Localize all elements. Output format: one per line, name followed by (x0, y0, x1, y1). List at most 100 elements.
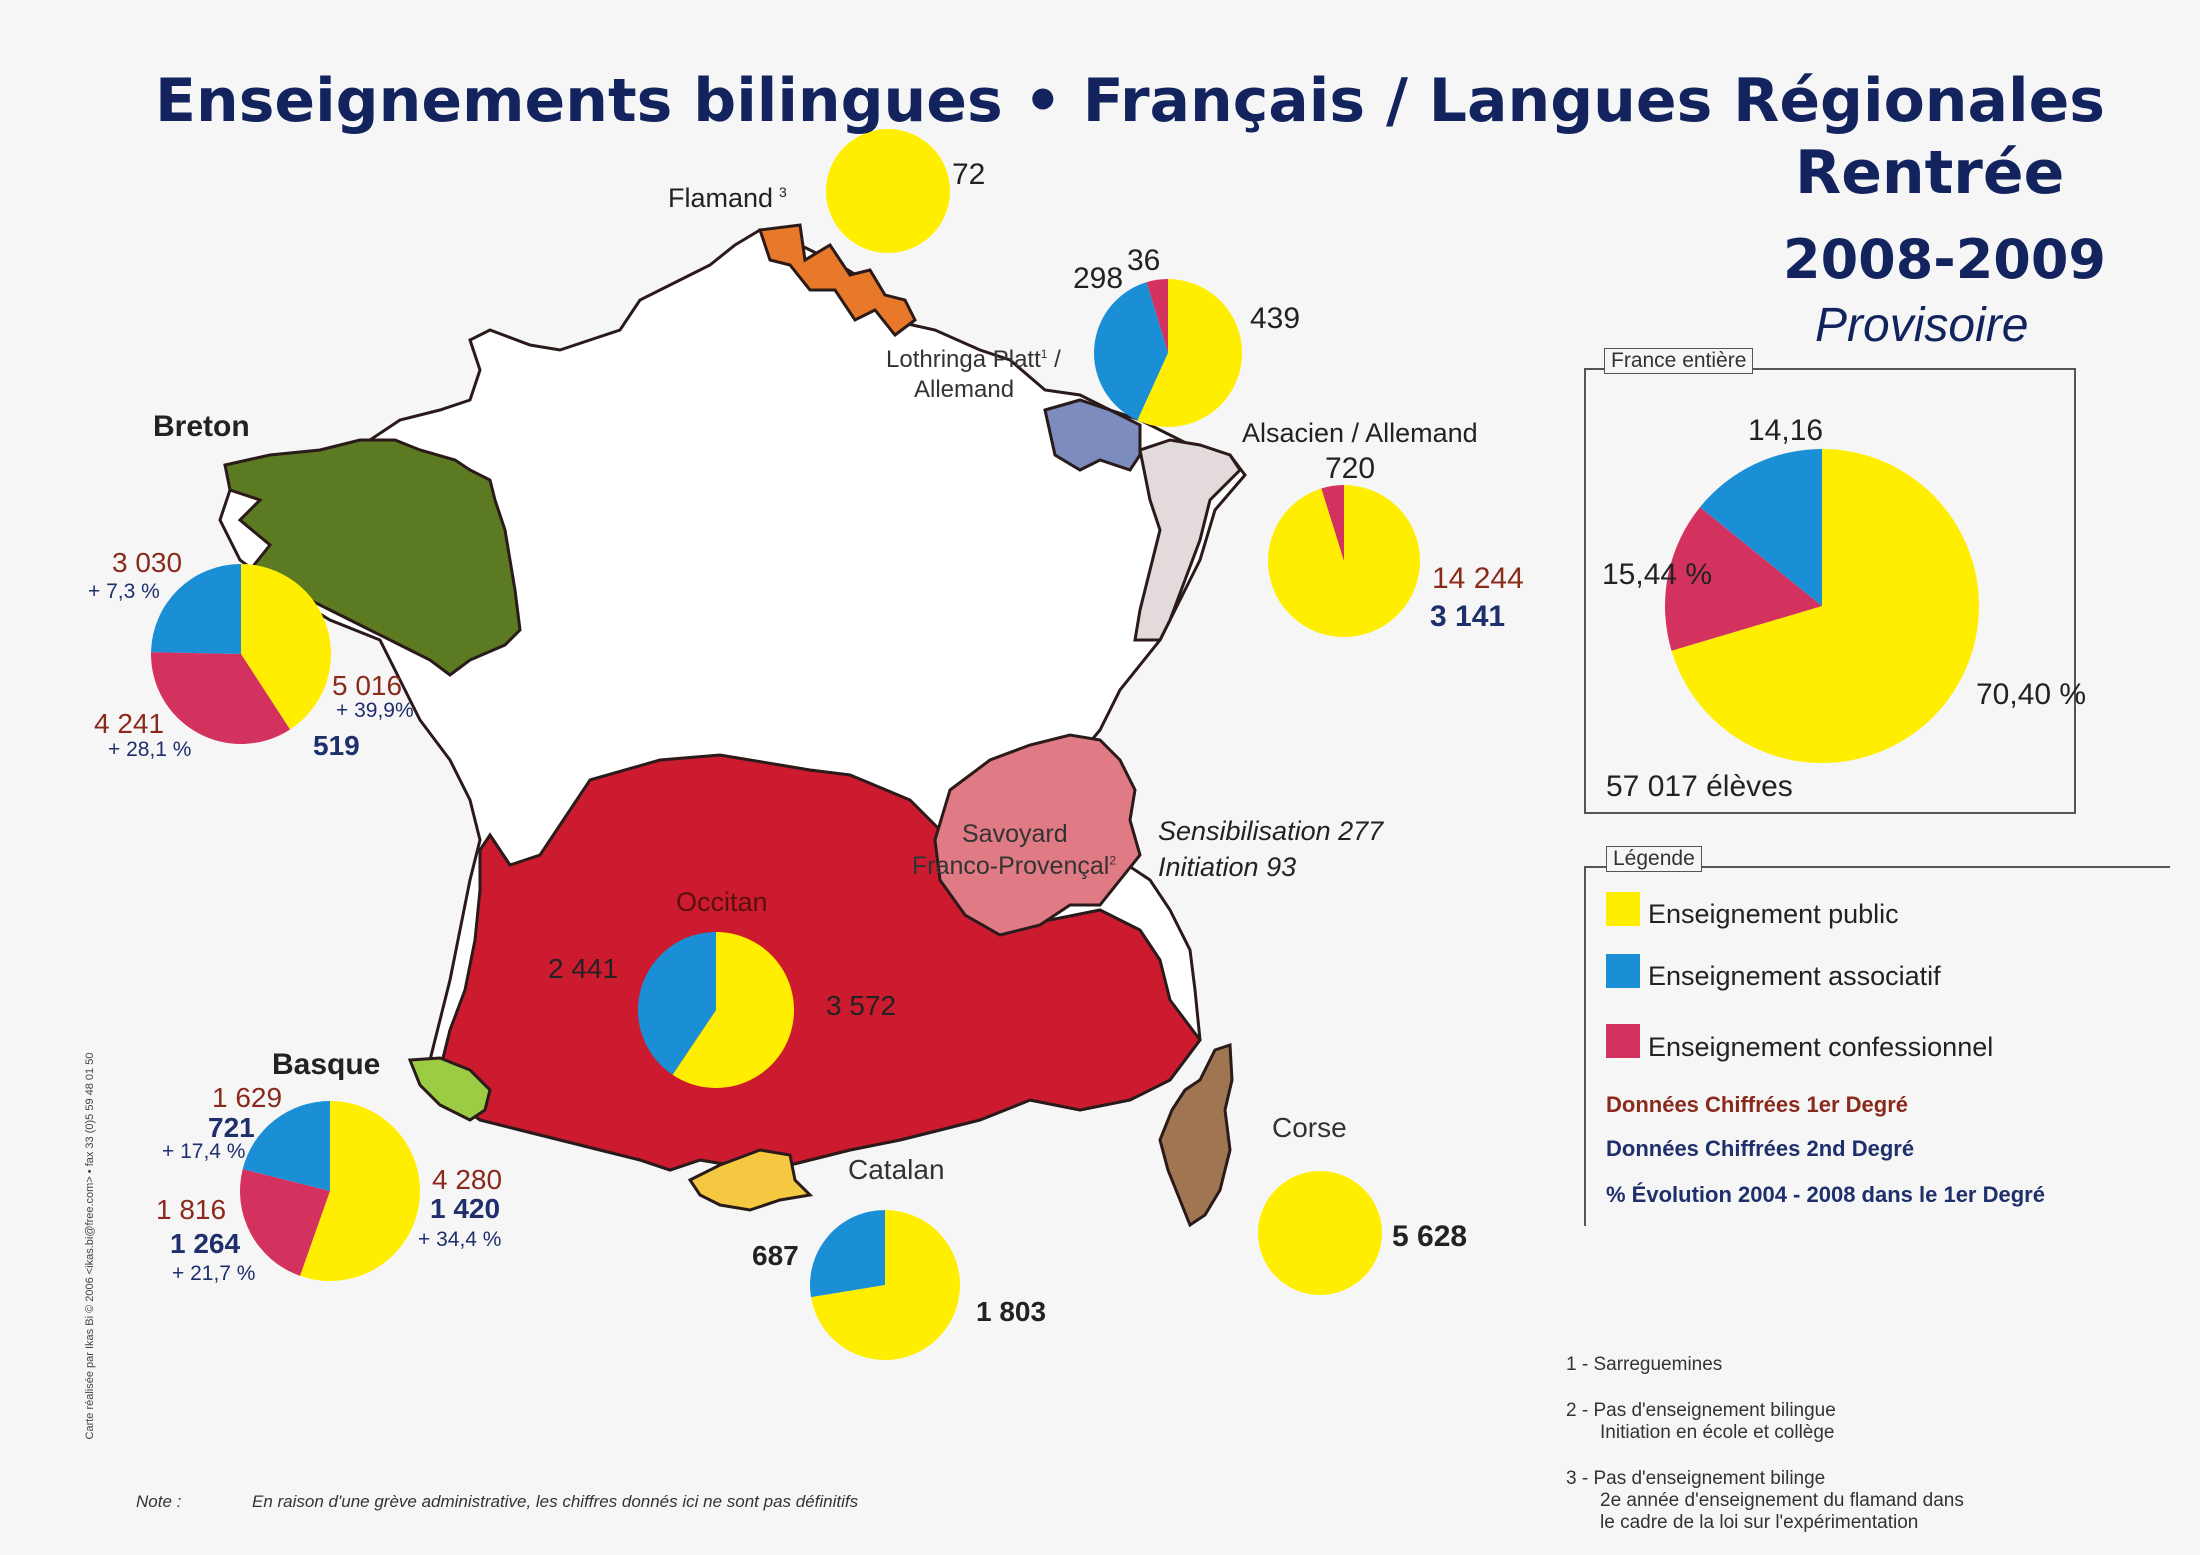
value-basque-public-second: 1 420 (430, 1193, 501, 1224)
note-label: Note : (136, 1492, 182, 1511)
region-corse (1158, 1042, 1234, 1228)
label-sensibilisation: Sensibilisation 277 (1158, 816, 1384, 846)
pie-slice-france-confessionnel (1665, 507, 1822, 651)
label-corse: Corse (1272, 1112, 1347, 1143)
region-savoyard (933, 733, 1142, 937)
pie-flamand (826, 129, 950, 253)
footnote-3-line3: le cadre de la loi sur l'expérimentation (1600, 1512, 1919, 1533)
pie-slice-france-associatif (1700, 449, 1822, 606)
evol-breton-public: + 39,9% (336, 699, 414, 722)
pie-catalan (810, 1210, 960, 1360)
label-occitan: Occitan (676, 887, 768, 917)
legend-confessionnel-swatch (1606, 1024, 1640, 1058)
title-status: Provisoire (1815, 299, 2029, 352)
france-entiere-label: France entière (1604, 348, 1754, 374)
france-entiere-box (1584, 368, 2076, 814)
pie-slice-corse-public (1258, 1171, 1382, 1295)
pie-lothringen (1094, 279, 1242, 428)
legend-associatif-label: Enseignement associatif (1648, 961, 1941, 991)
value-basque-public: 4 280 (432, 1164, 503, 1195)
label-savoyard-line2: Franco-Provençal2 (912, 852, 1116, 880)
value-catalan-assoc: 687 (752, 1240, 799, 1271)
pie-slice-breton-confessionnel (150, 652, 291, 745)
pie-france (1665, 449, 1979, 763)
value-basque-assoc-second: 721 (208, 1112, 255, 1143)
value-breton-public: 5 016 (332, 670, 403, 701)
pie-slice-breton-associatif (151, 564, 241, 654)
value-lothringen-assoc: 298 (1073, 262, 1124, 295)
pie-slice-lothringen-confessionnel (1146, 279, 1168, 353)
pie-corse (1258, 1171, 1382, 1295)
value-basque-confes-second: 1 264 (170, 1228, 241, 1259)
region-basque (407, 1056, 492, 1122)
label-savoyard-line1: Savoyard (962, 820, 1068, 848)
pie-slice-basque-associatif (242, 1101, 330, 1191)
label-alsace: Alsacien / Allemand (1242, 418, 1478, 448)
legend-first-degree: Données Chiffrées 1er Degré (1606, 1092, 1908, 1117)
legend-confessionnel-label: Enseignement confessionnel (1648, 1032, 1994, 1062)
value-occitan-public: 3 572 (826, 990, 897, 1021)
label-breton: Breton (153, 410, 250, 443)
footnote-2-line1: 2 - Pas d'enseignement bilingue (1566, 1400, 1836, 1421)
footnote-3-line2: 2e année d'enseignement du flamand dans (1600, 1490, 1964, 1511)
pie-slice-occitan-public (672, 932, 794, 1088)
pie-slice-basque-confessionnel (239, 1169, 330, 1276)
legend-frame-left (1584, 866, 1586, 1226)
value-lothringen-public: 439 (1250, 302, 1301, 335)
legend-evolution: % Évolution 2004 - 2008 dans le 1er Degr… (1606, 1182, 2045, 1207)
label-basque: Basque (272, 1048, 381, 1081)
pie-breton (150, 564, 331, 745)
value-catalan-public: 1 803 (976, 1296, 1047, 1327)
evol-basque-confes: + 21,7 % (172, 1262, 256, 1285)
legend-associatif-swatch (1606, 954, 1640, 988)
value-breton-confes: 4 241 (94, 708, 165, 739)
value-occitan-assoc: 2 441 (548, 953, 619, 984)
legend-public-swatch (1606, 892, 1640, 926)
pie-slice-france-public (1671, 449, 1979, 763)
value-basque-assoc: 1 629 (212, 1082, 283, 1113)
france-total: 57 017 élèves (1606, 770, 1793, 803)
pie-occitan (638, 932, 794, 1088)
evol-basque-assoc: + 17,4 % (162, 1140, 246, 1163)
value-corse-public: 5 628 (1392, 1220, 1468, 1253)
title-year: 2008-2009 (1783, 228, 2106, 291)
footnote-3-line1: 3 - Pas d'enseignement bilinge (1566, 1468, 1826, 1489)
footnote-2-line2: Initiation en école et collège (1600, 1422, 1835, 1443)
pie-basque (239, 1101, 420, 1281)
france-public-pct: 70,40 % (1976, 678, 2087, 711)
france-assoc-pct: 14,16 (1748, 414, 1824, 447)
label-catalan: Catalan (848, 1154, 945, 1185)
pie-slice-lothringen-public (1137, 279, 1242, 428)
value-breton-public-second: 519 (313, 730, 360, 761)
value-lothringen-confes: 36 (1127, 244, 1161, 277)
evol-basque-public: + 34,4 % (418, 1228, 502, 1251)
pie-slice-alsace-confessionnel (1321, 485, 1344, 561)
value-flamand-public: 72 (952, 158, 986, 191)
label-initiation: Initiation 93 (1158, 852, 1297, 882)
value-alsace-first-degree: 14 244 (1432, 562, 1524, 595)
pie-slice-catalan-public (810, 1210, 960, 1360)
evol-breton-confes: + 28,1 % (108, 738, 192, 761)
title-rentree: Rentrée (1795, 138, 2065, 208)
region-alsace (1133, 438, 1242, 642)
evol-breton-assoc: + 7,3 % (88, 580, 160, 603)
note-text: En raison d'une grève administrative, le… (252, 1492, 859, 1511)
main-title: Enseignements bilingues • Français / Lan… (155, 66, 2105, 136)
pie-slice-flamand-public (826, 129, 950, 253)
credit-vertical: Carte réalisée par Ikas Bi © 2006 <ikas.… (84, 1052, 96, 1440)
footnote-1: 1 - Sarreguemines (1566, 1354, 1723, 1375)
region-flamand (757, 223, 917, 338)
label-lothringen-line2: Allemand (914, 376, 1015, 403)
value-alsace-confes: 720 (1325, 452, 1376, 485)
region-lothringen (1043, 398, 1142, 472)
legend-frame (1584, 866, 2170, 868)
region-breton (223, 438, 522, 677)
region-catalan (687, 1148, 814, 1212)
legend-label: Légende (1606, 846, 1702, 872)
pie-alsace (1268, 485, 1420, 638)
label-flamand: Flamand 3 (668, 183, 787, 213)
pie-slice-catalan-associatif (810, 1210, 885, 1298)
pie-slice-breton-public (241, 564, 331, 730)
